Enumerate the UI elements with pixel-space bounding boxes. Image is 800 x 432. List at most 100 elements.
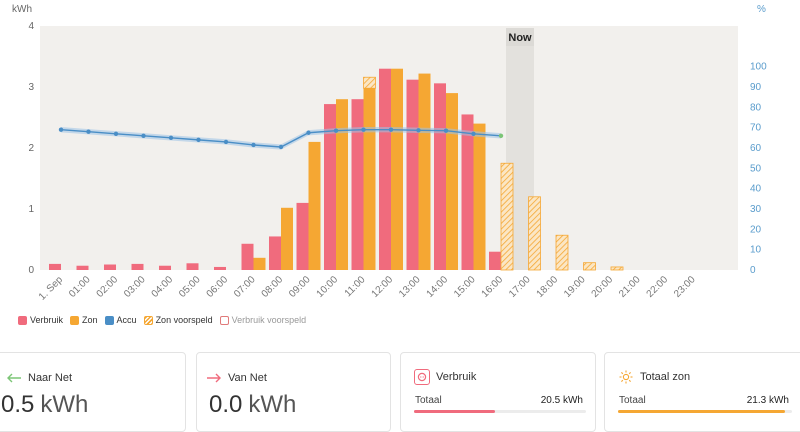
card-naar-net-unit: kWh: [40, 391, 89, 418]
bar-zon: [391, 68, 403, 270]
card-naar-net-value-row: 0.5 kWh: [1, 391, 88, 419]
accu-point: [498, 133, 504, 138]
bar-verbruik: [324, 104, 336, 270]
bar-verbruik: [76, 265, 89, 270]
bar-zon: [336, 99, 348, 270]
y2-tick-label: 80: [750, 102, 762, 113]
x-tick-label: 18:00: [535, 274, 561, 300]
bar-zon: [446, 93, 458, 270]
y2-tick-label: 100: [750, 62, 767, 73]
y-axis-left-label: kWh: [12, 4, 32, 15]
accu-point: [141, 133, 146, 138]
card-verbruik-sub-label: Totaal: [415, 395, 442, 406]
y2-tick-label: 20: [750, 224, 762, 235]
card-verbruik[interactable]: Verbruik Totaal 20.5 kWh: [400, 352, 596, 432]
x-tick-label: 08:00: [260, 274, 286, 300]
accu-point: [58, 127, 64, 132]
legend-accu[interactable]: Accu: [104, 315, 137, 325]
legend-accu-swatch: [104, 315, 114, 325]
legend-verbruik[interactable]: Verbruik: [18, 315, 63, 325]
x-tick-label: 03:00: [122, 274, 148, 300]
bar-verbruik: [159, 265, 171, 270]
sun-icon: [618, 369, 634, 385]
x-tick-label: 12:00: [370, 274, 396, 300]
bar-verbruik: [269, 236, 281, 270]
bar-verbruik: [241, 243, 254, 270]
bar-zon-voorspeld: [500, 162, 514, 271]
y2-tick-label: 70: [750, 123, 762, 134]
legend-verbruik-swatch: [18, 315, 27, 325]
bar-zon-voorspeld: [555, 234, 569, 271]
bar-zon: [308, 141, 321, 270]
card-naar-net[interactable]: Naar Net 0.5 kWh: [0, 352, 186, 432]
now-label: Now: [508, 32, 532, 44]
card-totaal-zon[interactable]: Totaal zon Totaal 21.3 kWh: [604, 352, 800, 432]
x-tick-label: 16:00: [480, 274, 506, 300]
x-tick-label: 06:00: [205, 274, 231, 300]
x-tick-label: 23:00: [672, 274, 698, 300]
card-van-net-value: 0.0: [209, 391, 243, 418]
bar-zon: [473, 123, 486, 270]
bar-zon-voorspeld: [528, 196, 541, 271]
x-tick-label: 09:00: [287, 274, 313, 300]
legend-verbruik-voorspeld[interactable]: Verbruik voorspeld: [219, 315, 306, 325]
summary-cards: Naar Net 0.5 kWh Van Net 0.0 kWh Verbruik …: [0, 352, 800, 432]
bar-zon: [253, 257, 266, 270]
accu-point: [251, 142, 256, 148]
y-tick-label: 4: [28, 21, 34, 32]
x-tick-label: 05:00: [177, 274, 203, 300]
x-tick-label: 10:00: [315, 274, 341, 300]
y-axis-right-label: %: [757, 4, 766, 15]
accu-point: [113, 131, 119, 136]
accu-point: [306, 130, 311, 135]
y2-tick-label: 30: [750, 204, 762, 215]
card-van-net-value-row: 0.0 kWh: [209, 391, 296, 419]
x-tick-label: 07:00: [232, 274, 258, 300]
accu-point: [333, 128, 339, 133]
accu-point: [86, 129, 91, 134]
bar-zon-voorspeld: [610, 266, 624, 271]
bar-verbruik: [461, 114, 474, 270]
card-verbruik-progress-fill: [414, 410, 495, 413]
legend-zon-voorspeld[interactable]: Zon voorspeld: [143, 315, 213, 325]
x-tick-label: 15:00: [452, 274, 478, 300]
legend-verbruik-label: Verbruik: [30, 315, 64, 325]
x-tick-label: 04:00: [150, 274, 176, 300]
accu-point: [168, 135, 174, 141]
x-tick-label: 14:00: [425, 274, 451, 300]
x-tick-label: 21:00: [617, 274, 643, 300]
bar-verbruik: [406, 79, 419, 271]
chart-legend: Verbruik Zon Accu Zon voorspeld Verbruik…: [18, 313, 313, 327]
bar-zon: [363, 88, 376, 270]
legend-zon-voorspeld-swatch: [143, 315, 153, 325]
y2-tick-label: 50: [750, 163, 762, 174]
bar-verbruik: [104, 264, 116, 270]
accu-point: [443, 128, 449, 133]
y2-tick-label: 10: [750, 245, 762, 256]
bar-zon-voorspeld: [363, 76, 376, 89]
bar-zon: [418, 73, 431, 270]
accu-point: [361, 127, 366, 132]
y2-tick-label: 60: [750, 143, 762, 154]
x-tick-label: 02:00: [95, 274, 121, 300]
x-tick-label: 13:00: [397, 274, 423, 300]
legend-zon[interactable]: Zon: [70, 315, 98, 325]
bar-verbruik: [379, 68, 391, 270]
card-van-net[interactable]: Van Net 0.0 kWh: [196, 352, 391, 432]
card-totaal-zon-header: Totaal zon: [618, 369, 690, 385]
legend-zon-label: Zon: [82, 315, 98, 325]
bar-verbruik: [351, 99, 364, 270]
legend-accu-label: Accu: [116, 315, 137, 325]
x-tick-label: 19:00: [562, 274, 588, 300]
bar-zon: [281, 207, 293, 270]
x-tick-label: 1. Sep: [37, 274, 66, 303]
x-tick-label: 01:00: [67, 274, 93, 300]
card-naar-net-header: Naar Net: [6, 370, 72, 386]
bar-verbruik: [186, 263, 199, 270]
y-tick-label: 3: [28, 82, 34, 93]
legend-zon-voorspeld-label: Zon voorspeld: [155, 315, 213, 325]
bar-verbruik: [49, 263, 61, 270]
x-tick-label: 17:00: [507, 274, 533, 300]
card-van-net-unit: kWh: [248, 391, 297, 418]
bar-verbruik: [296, 202, 309, 270]
